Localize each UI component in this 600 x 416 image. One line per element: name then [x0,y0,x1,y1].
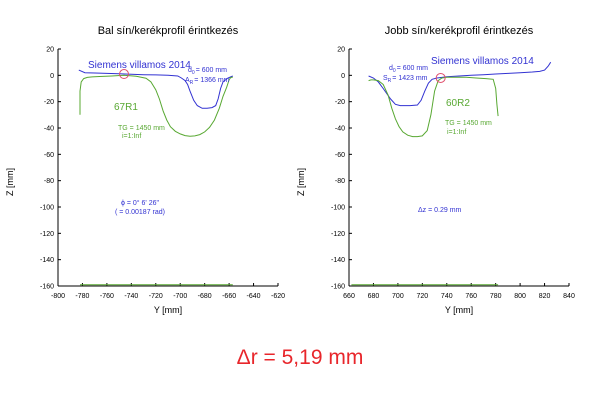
d0-symbol: d [188,67,192,74]
series-group [78,69,233,286]
d0-subscript: 0 [393,68,396,74]
r-annotation: AR= 1366 mm [185,77,230,86]
d0-annotation: d0= 600 mm [389,65,428,74]
svg-text:d0= 600 mm: d0= 600 mm [389,65,428,74]
y-tick-label: -160 [40,284,54,291]
contact-point-marker [435,72,446,83]
y-tick-label: -160 [331,284,345,291]
y-tick-label: 20 [46,47,54,54]
y-tick-label: 20 [337,47,345,54]
x-tick-label: 660 [343,293,355,300]
chart-title: Jobb sín/kerékprofil érintkezés [385,25,534,37]
r-symbol: A [185,77,190,84]
x-tick-label: -620 [271,293,285,300]
r-value: = 1366 mm [194,77,229,84]
y-tick-label: -60 [44,152,54,159]
d0-annotation: d0= 600 mm [188,67,227,76]
x-tick-label: 820 [539,293,551,300]
x-tick-label: -800 [51,293,65,300]
x-axis-label: Y [mm] [445,305,473,315]
r-subscript: R [388,78,392,84]
y-tick-label: -20 [44,99,54,106]
d0-value: = 600 mm [397,65,428,72]
i-label: i=1:Inf [447,129,466,136]
y-tick-label: -140 [331,257,345,264]
rotation-note-rad: ( = 0.00187 rad) [115,209,165,216]
r-annotation: SR= 1423 mm [383,75,428,84]
rotation-note: ϕ = 0° 6' 26" [121,199,159,207]
x-tick-label: -720 [149,293,163,300]
tg-label: TG = 1450 mm [445,120,492,127]
x-tick-label: -700 [173,293,187,300]
rail-label: 67R1 [114,102,138,113]
rail-label: 60R2 [446,98,470,109]
y-tick-label: 0 [50,73,54,80]
r-symbol: S [383,75,388,82]
y-tick-label: -20 [335,99,345,106]
contact-point-marker [119,69,129,80]
x-tick-label: 840 [563,293,575,300]
series-line-60r2 [368,76,499,138]
y-ticks: 20 0 -20 -40 -60 -80 -100 -120 -140 -160 [40,47,61,291]
series-line-siemens-villamos-2014 [368,61,552,107]
right-chart: Jobb sín/kerékprofil érintkezés 20 0 -20 -4… [296,25,575,315]
y-ticks: 20 0 -20 -40 -60 -80 -100 -120 -140 -160 [331,47,352,291]
r-subscript: R [190,80,194,86]
x-tick-label: -660 [222,293,236,300]
x-tick-label: 780 [490,293,502,300]
series-group [351,61,552,286]
series-line-67r1 [79,74,233,137]
y-tick-label: -140 [40,257,54,264]
y-axis-label: Z [mm] [296,168,306,196]
wheel-label: Siemens villamos 2014 [88,60,191,71]
d0-value: = 600 mm [196,67,227,74]
y-tick-label: -120 [40,231,54,238]
d0-symbol: d [389,65,393,72]
x-tick-label: -680 [198,293,212,300]
d0-subscript: 0 [192,70,195,76]
y-tick-label: -80 [44,178,54,185]
x-tick-label: -740 [124,293,138,300]
y-tick-label: -80 [335,178,345,185]
x-tick-label: 760 [465,293,477,300]
chart-title: Bal sín/kerékprofil érintkezés [98,25,239,37]
y-tick-label: -100 [331,205,345,212]
x-ticks: 660 680 700 720 740 760 780 800 820 840 [343,283,575,300]
y-tick-label: 0 [341,73,345,80]
left-chart: Bal sín/kerékprofil érintkezés 20 0 -20 -40… [5,25,285,315]
wheel-label: Siemens villamos 2014 [431,56,534,67]
svg-text:SR= 1423 mm: SR= 1423 mm [383,75,428,84]
y-tick-label: -120 [331,231,345,238]
r-value: = 1423 mm [392,75,427,82]
x-tick-label: 740 [441,293,453,300]
x-tick-label: 700 [392,293,404,300]
x-tick-label: 680 [368,293,380,300]
y-axis-label: Z [mm] [5,168,15,196]
y-tick-label: -40 [44,126,54,133]
x-tick-label: 800 [514,293,526,300]
y-tick-label: -40 [335,126,345,133]
i-label: i=1:Inf [122,133,141,140]
x-tick-label: -760 [100,293,114,300]
x-tick-label: -780 [75,293,89,300]
x-tick-label: 720 [416,293,428,300]
y-tick-label: -100 [40,205,54,212]
delta-r-label: Δr = 5,19 mm [236,346,364,369]
svg-text:d0= 600 mm: d0= 600 mm [188,67,227,76]
y-tick-label: -60 [335,152,345,159]
tg-label: TG = 1450 mm [118,125,165,132]
x-tick-label: -640 [247,293,261,300]
x-axis-label: Y [mm] [154,305,182,315]
delta-z-note: Δz = 0.29 mm [418,207,462,214]
svg-text:AR= 1366 mm: AR= 1366 mm [185,77,230,86]
